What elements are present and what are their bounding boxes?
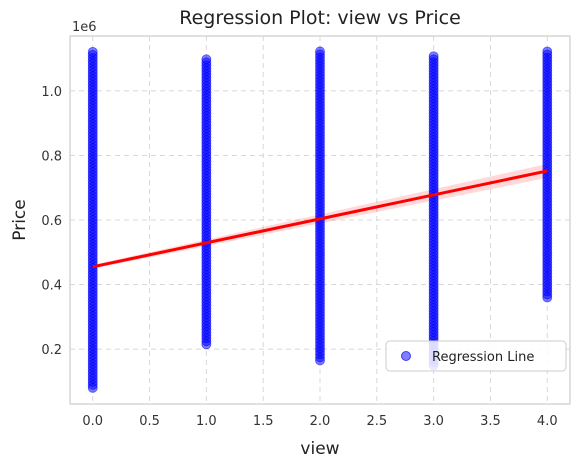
y-axis-title: Price bbox=[10, 199, 30, 240]
x-tick-label: 2.0 bbox=[310, 414, 331, 429]
scatter-point bbox=[315, 46, 325, 57]
legend-box bbox=[385, 340, 567, 372]
legend-label: Regression Line bbox=[432, 350, 534, 365]
legend: Regression Line bbox=[385, 340, 567, 372]
x-axis-title: view bbox=[300, 439, 339, 459]
scatter-point bbox=[428, 51, 439, 62]
y-tick-label: 0.2 bbox=[41, 343, 62, 358]
scatter-point bbox=[201, 54, 212, 65]
scatter-point bbox=[87, 46, 98, 57]
scatter-point bbox=[542, 46, 553, 57]
y-tick-label: 0.8 bbox=[41, 149, 62, 164]
x-tick-label: 3.5 bbox=[480, 414, 501, 429]
y-axis-ticks: 0.2 0.4 0.6 0.8 1.0 bbox=[41, 85, 62, 358]
regression-line bbox=[92, 169, 548, 269]
legend-marker bbox=[401, 351, 411, 361]
y-axis-scale-label: 1e6 bbox=[72, 20, 97, 35]
x-tick-label: 1.0 bbox=[196, 414, 217, 429]
x-tick-label: 2.5 bbox=[366, 414, 387, 429]
chart-title: Regression Plot: view vs Price bbox=[179, 7, 461, 29]
y-tick-label: 0.6 bbox=[41, 214, 62, 229]
x-tick-label: 0.5 bbox=[139, 414, 160, 429]
x-tick-label: 4.0 bbox=[537, 414, 558, 429]
x-axis-ticks: 0.0 0.5 1.0 1.5 2.0 2.5 3.0 3.5 4.0 bbox=[82, 414, 557, 429]
regression-line-group bbox=[92, 169, 548, 269]
y-tick-label: 1.0 bbox=[41, 85, 62, 100]
x-tick-label: 1.5 bbox=[253, 414, 274, 429]
x-tick-label: 0.0 bbox=[82, 414, 103, 429]
y-tick-label: 0.4 bbox=[41, 279, 62, 294]
x-tick-label: 3.0 bbox=[423, 414, 444, 429]
